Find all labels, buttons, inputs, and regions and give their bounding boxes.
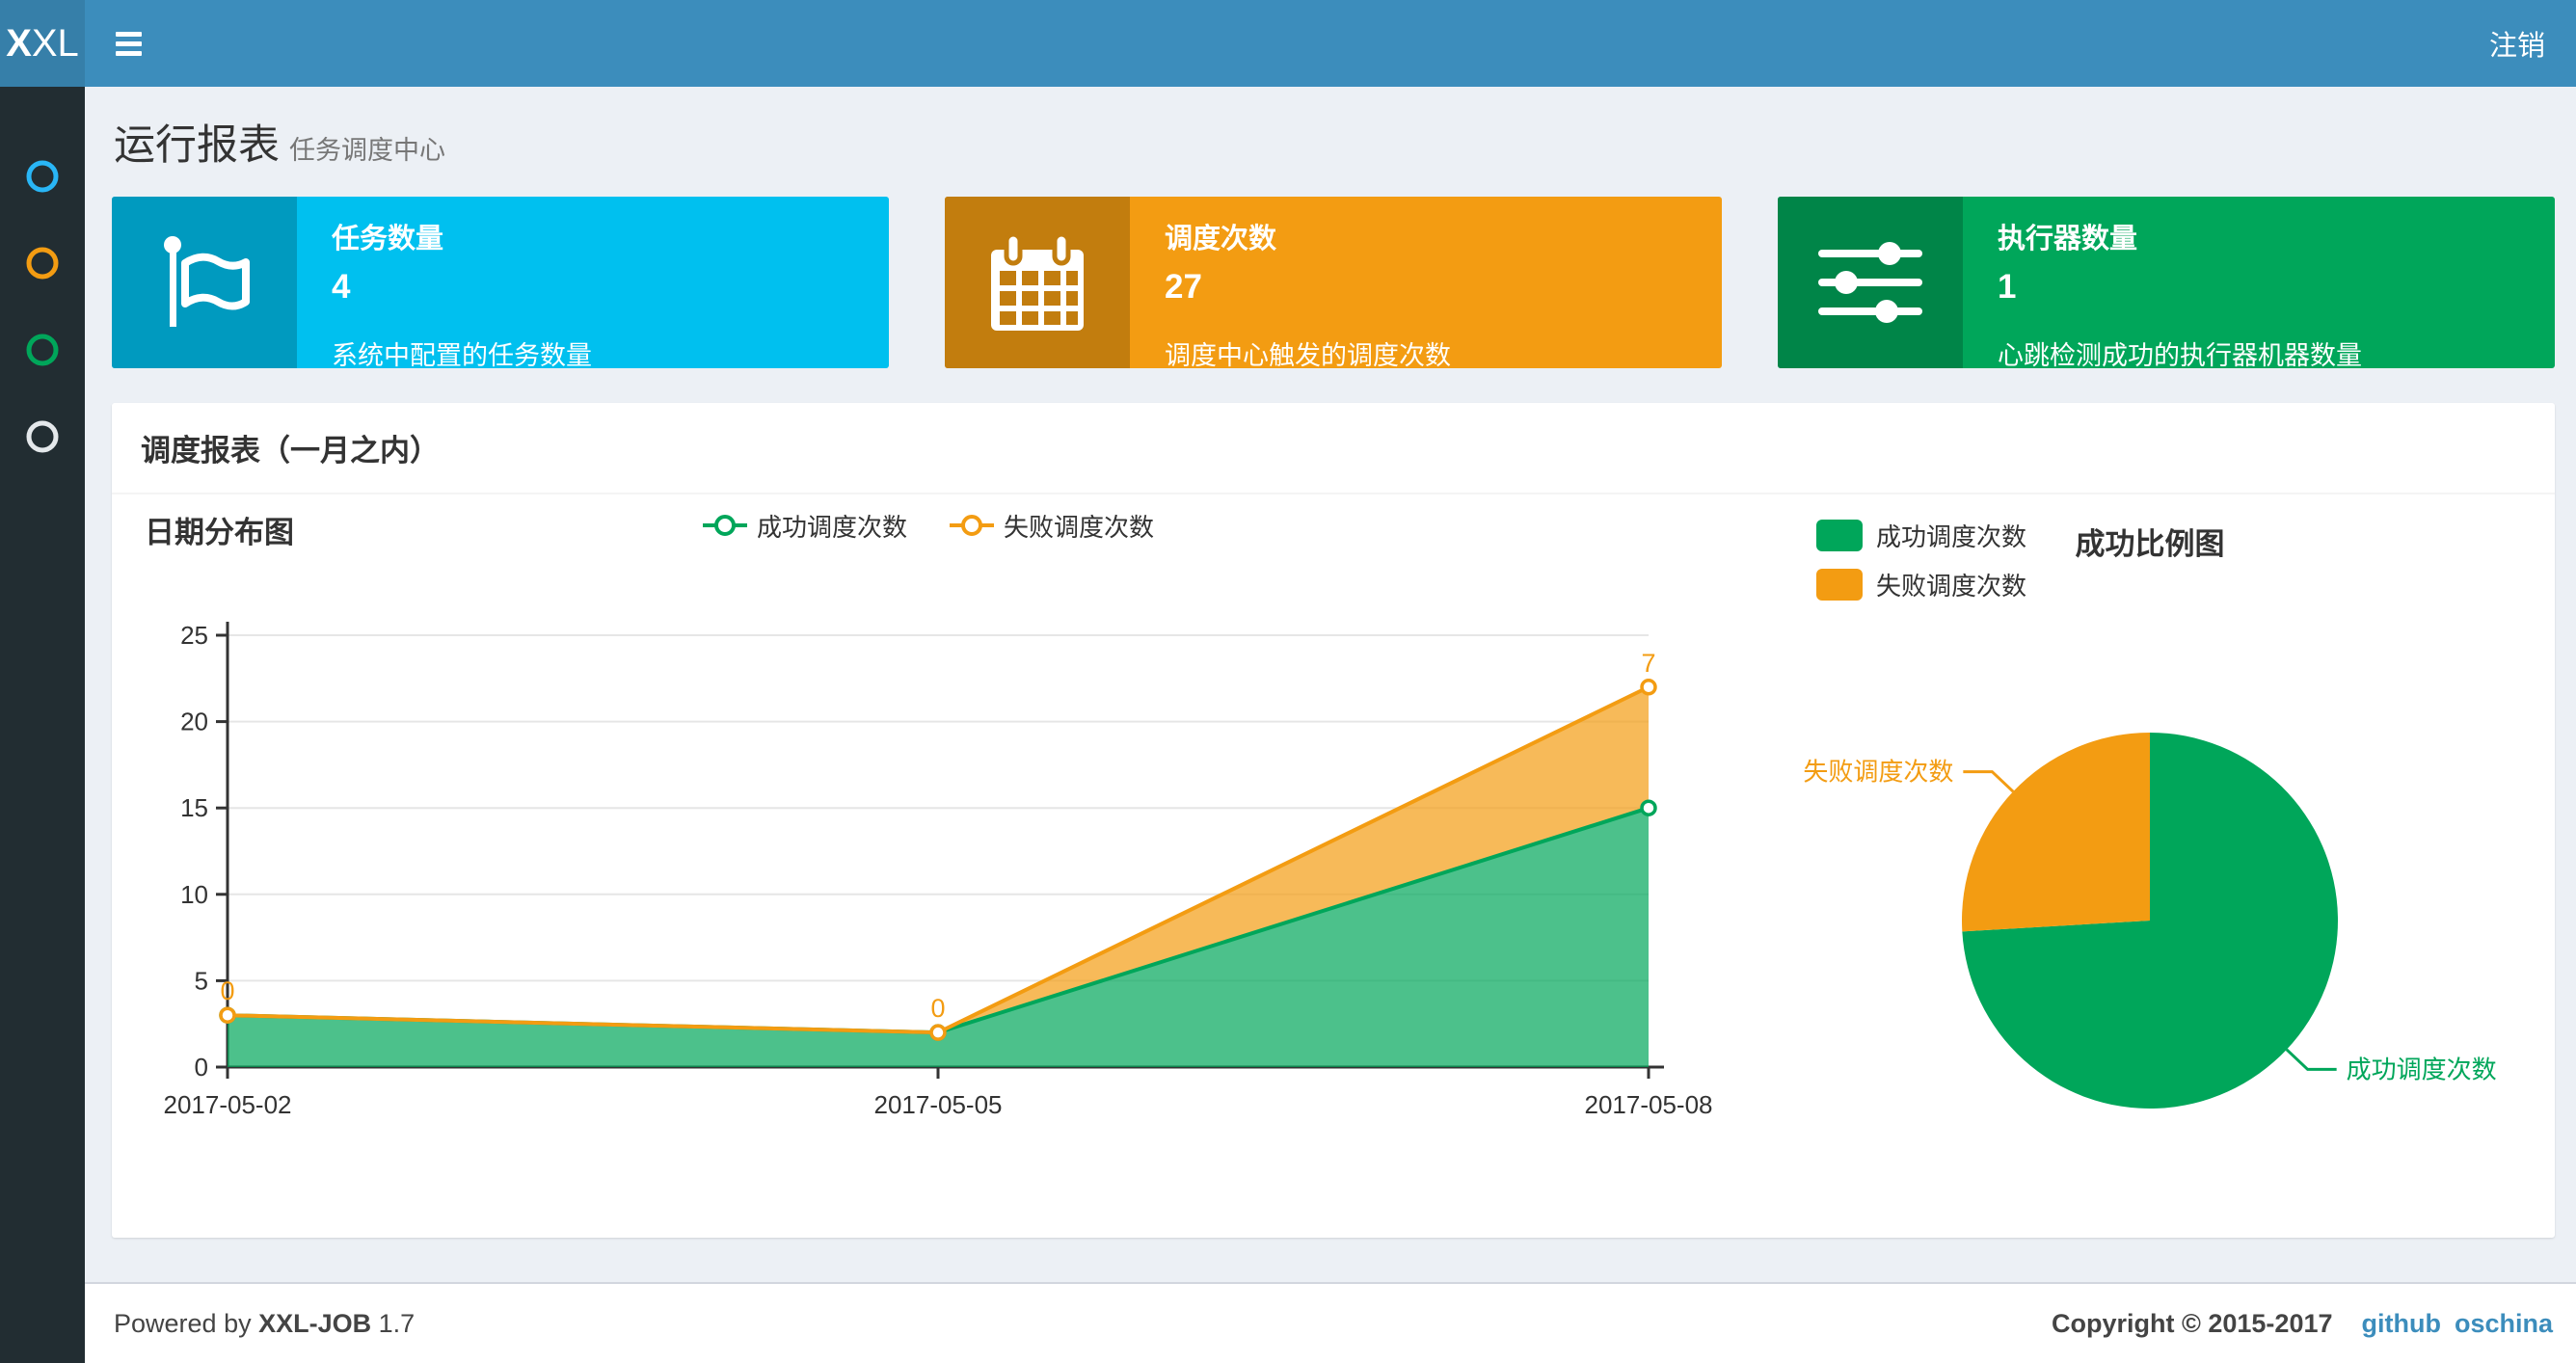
legend-item-成功调度次数[interactable]: 成功调度次数: [702, 508, 907, 544]
success-ratio-chart[interactable]: 成功比例图 成功调度次数 失败调度次数 成功调度次数 失败调度次数: [1745, 494, 2555, 1238]
logo-rest: XL: [31, 21, 79, 65]
calendar-icon: [991, 232, 1084, 331]
logo-bold: X: [6, 21, 32, 65]
stat-box-description: 系统中配置的任务数量: [332, 341, 592, 368]
circle-icon: [26, 420, 59, 453]
page-footer: Powered by XXL-JOB 1.7 Copyright © 2015-…: [85, 1282, 2576, 1363]
footer-link-oschina[interactable]: oschina: [2454, 1308, 2553, 1338]
stat-box-value: 27: [1165, 268, 1202, 306]
stat-box-icon-area: [112, 197, 297, 368]
line-chart-legend: 成功调度次数 失败调度次数: [702, 508, 1154, 544]
legend-label: 失败调度次数: [1876, 572, 2027, 601]
sidebar-toggle-button[interactable]: [85, 0, 172, 87]
sidebar-item-menu-circle-1[interactable]: [0, 133, 85, 220]
legend-label: 失败调度次数: [1004, 512, 1155, 542]
sidebar-item-menu-circle-4[interactable]: [0, 393, 85, 480]
svg-text:10: 10: [180, 880, 208, 909]
line-chart-header: 日期分布图 成功调度次数 失败调度次数: [112, 494, 1745, 556]
flag-icon: [164, 236, 250, 327]
page-title: 运行报表: [114, 122, 280, 169]
stat-box-value: 1: [1998, 268, 2017, 306]
svg-text:15: 15: [180, 793, 208, 822]
svg-text:失败调度次数: 失败调度次数: [1803, 758, 1953, 787]
pie-chart-title: 成功比例图: [2075, 527, 2225, 561]
svg-text:0: 0: [930, 994, 945, 1023]
svg-text:2017-05-02: 2017-05-02: [164, 1090, 292, 1119]
svg-text:成功调度次数: 成功调度次数: [2347, 1055, 2497, 1083]
pie-chart-plot[interactable]: 成功调度次数 失败调度次数: [1745, 494, 2555, 1232]
panel-header: 调度报表（一月之内）: [112, 403, 2555, 494]
stat-box-label: 任务数量: [332, 224, 444, 254]
stat-box-text: 调度次数 27 调度中心触发的调度次数: [1130, 197, 1722, 368]
stat-box-icon-area: [1778, 197, 1963, 368]
sliders-icon: [1818, 242, 1922, 323]
page-subtitle: 任务调度中心: [289, 136, 445, 165]
legend-marker-icon: [950, 515, 994, 536]
panel-title: 调度报表（一月之内）: [141, 434, 440, 468]
circle-icon: [26, 247, 59, 280]
pie-chart-legend: 成功调度次数 失败调度次数: [1816, 518, 2026, 602]
svg-text:0: 0: [195, 1053, 208, 1082]
powered-by-text: Powered by XXL-JOB 1.7: [114, 1309, 415, 1339]
stat-box-description: 心跳检测成功的执行器机器数量: [1998, 341, 2362, 368]
legend-item-失败调度次数[interactable]: 失败调度次数: [950, 508, 1154, 544]
product-version: 1.7: [378, 1308, 416, 1338]
navbar-spacer: [172, 0, 2458, 87]
line-chart-title: 日期分布图: [145, 516, 294, 549]
legend-swatch: [1816, 520, 1863, 551]
copyright-text: Copyright © 2015-2017 github oschina: [2052, 1309, 2553, 1339]
svg-text:2017-05-05: 2017-05-05: [874, 1090, 1003, 1119]
panel-body: 日期分布图 成功调度次数 失败调度次数 0 5 10 15 20 25 2017-05-02 2…: [112, 494, 2555, 1238]
legend-marker-icon: [702, 515, 747, 536]
circle-icon: [26, 334, 59, 366]
footer-link-github[interactable]: github: [2361, 1308, 2441, 1338]
stat-box-label: 执行器数量: [1998, 224, 2138, 254]
hamburger-icon: [115, 40, 142, 46]
svg-text:7: 7: [1641, 649, 1655, 678]
date-distribution-chart[interactable]: 日期分布图 成功调度次数 失败调度次数 0 5 10 15 20 25 2017-05-02 2…: [112, 494, 1745, 1238]
svg-text:5: 5: [195, 966, 208, 995]
footer-links: github oschina: [2348, 1309, 2554, 1339]
sidebar-item-menu-circle-2[interactable]: [0, 220, 85, 307]
svg-text:0: 0: [220, 976, 234, 1005]
stat-box-icon-area: [945, 197, 1130, 368]
page-header: 运行报表 任务调度中心: [112, 87, 2555, 197]
hamburger-icon: [115, 50, 142, 56]
report-panel: 调度报表（一月之内） 日期分布图 成功调度次数 失败调度次数 0 5 10 15 20 25…: [112, 403, 2555, 1238]
circle-icon: [26, 160, 59, 193]
stat-box-value: 4: [332, 268, 351, 306]
top-navbar: X XL 注销: [0, 0, 2576, 87]
legend-swatch: [1816, 569, 1863, 601]
svg-text:2017-05-08: 2017-05-08: [1585, 1090, 1713, 1119]
stat-box-3: 执行器数量 1 心跳检测成功的执行器机器数量: [1778, 197, 2555, 368]
collapsed-sidebar: [0, 87, 85, 1363]
app-logo[interactable]: X XL: [0, 0, 85, 87]
hamburger-icon: [115, 31, 142, 37]
line-chart-plot[interactable]: 0 5 10 15 20 25 2017-05-02 2017-05-05 2017-05-08…: [112, 556, 1745, 1178]
stat-box-text: 任务数量 4 系统中配置的任务数量: [297, 197, 889, 368]
stat-box-label: 调度次数: [1165, 224, 1277, 254]
stat-box-description: 调度中心触发的调度次数: [1165, 341, 1451, 368]
svg-text:25: 25: [180, 621, 208, 650]
logout-button[interactable]: 注销: [2488, 31, 2545, 62]
pie-legend-item-成功调度次数[interactable]: 成功调度次数: [1816, 518, 2026, 553]
pie-legend-item-失败调度次数[interactable]: 失败调度次数: [1816, 567, 2026, 602]
content-area: 运行报表 任务调度中心 任务数量 4 系统中配置的任务数量 调度次数 27 调度中心触发的调…: [85, 87, 2576, 1282]
svg-text:20: 20: [180, 708, 208, 736]
legend-label: 成功调度次数: [756, 512, 907, 542]
stat-box-row: 任务数量 4 系统中配置的任务数量 调度次数 27 调度中心触发的调度次数 执行器数量 1 心跳…: [112, 197, 2555, 368]
stat-box-text: 执行器数量 1 心跳检测成功的执行器机器数量: [1963, 197, 2555, 368]
sidebar-item-menu-circle-3[interactable]: [0, 307, 85, 393]
stat-box-2: 调度次数 27 调度中心触发的调度次数: [945, 197, 1722, 368]
copyright-label: Copyright © 2015-2017: [2051, 1308, 2333, 1338]
legend-label: 成功调度次数: [1876, 522, 2027, 551]
powered-prefix: Powered by: [114, 1308, 252, 1338]
product-name: XXL-JOB: [258, 1308, 372, 1338]
stat-box-1: 任务数量 4 系统中配置的任务数量: [112, 197, 889, 368]
